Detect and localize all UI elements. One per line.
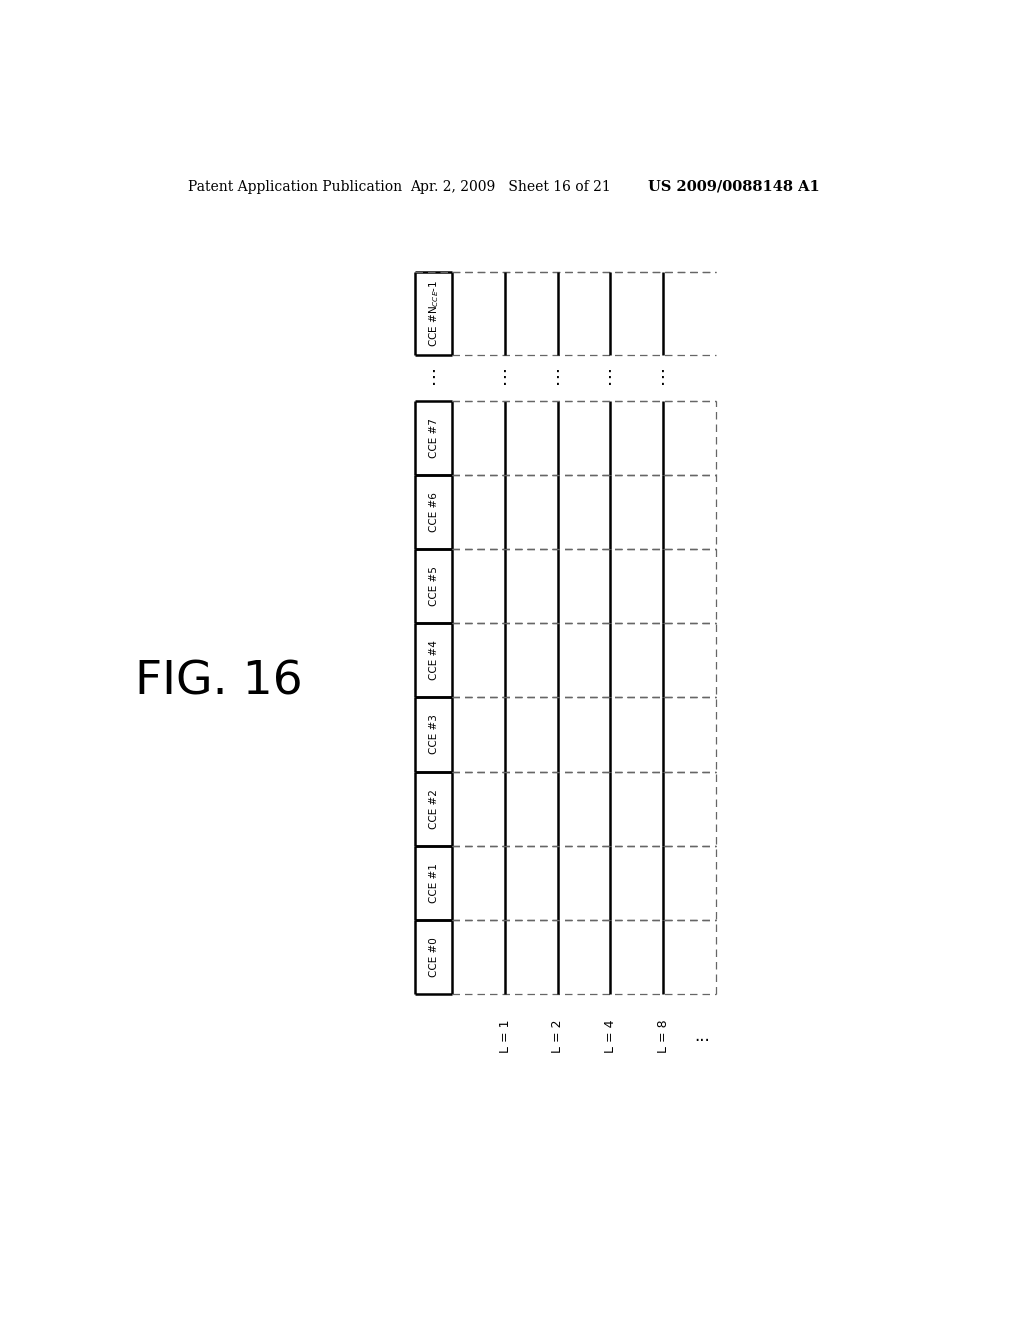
Text: L = 8: L = 8 xyxy=(656,1019,670,1053)
Text: CCE #6: CCE #6 xyxy=(429,492,439,532)
Text: Patent Application Publication: Patent Application Publication xyxy=(188,180,402,194)
Text: CCE #4: CCE #4 xyxy=(429,640,439,680)
Text: CCE #7: CCE #7 xyxy=(429,418,439,458)
Text: CCE #1: CCE #1 xyxy=(429,863,439,903)
Text: ⋮: ⋮ xyxy=(654,368,672,387)
Text: L = 2: L = 2 xyxy=(551,1019,564,1053)
Text: FIG. 16: FIG. 16 xyxy=(135,660,303,705)
Text: ⋮: ⋮ xyxy=(425,368,443,387)
Text: L = 1: L = 1 xyxy=(499,1019,512,1053)
Text: US 2009/0088148 A1: US 2009/0088148 A1 xyxy=(648,180,820,194)
Text: CCE #5: CCE #5 xyxy=(429,566,439,606)
Text: CCE #3: CCE #3 xyxy=(429,714,439,755)
Text: ⋮: ⋮ xyxy=(601,368,620,387)
Text: CCE #N$_{CCE}$-1: CCE #N$_{CCE}$-1 xyxy=(427,280,441,347)
Text: ⋮: ⋮ xyxy=(549,368,566,387)
Text: CCE #2: CCE #2 xyxy=(429,788,439,829)
Text: CCE #0: CCE #0 xyxy=(429,937,439,977)
Text: Apr. 2, 2009   Sheet 16 of 21: Apr. 2, 2009 Sheet 16 of 21 xyxy=(410,180,611,194)
Text: ...: ... xyxy=(694,1027,711,1045)
Text: ⋮: ⋮ xyxy=(496,368,514,387)
Text: L = 4: L = 4 xyxy=(604,1019,616,1053)
